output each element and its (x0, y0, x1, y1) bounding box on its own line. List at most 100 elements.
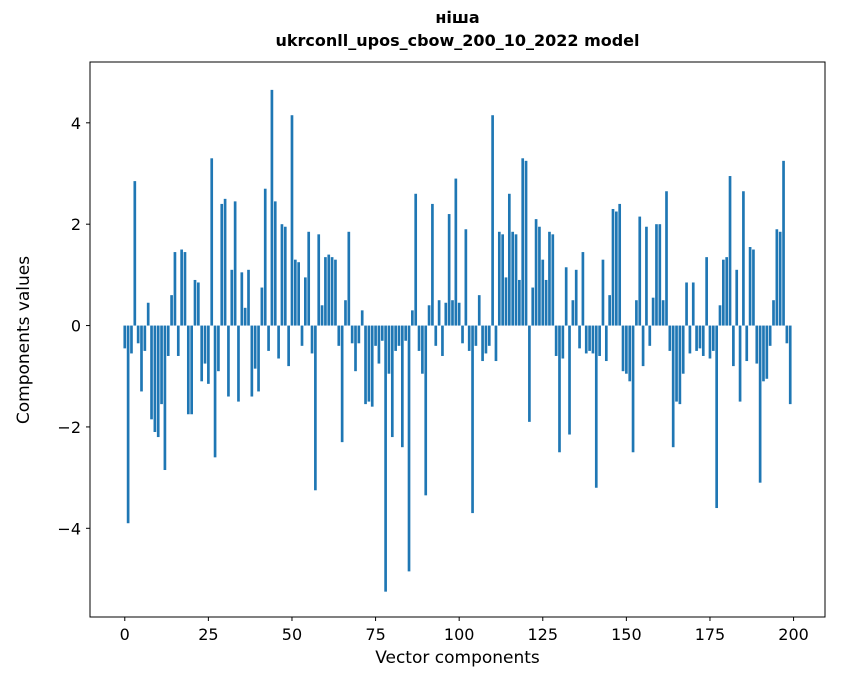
bar (484, 325, 488, 354)
bar (742, 191, 745, 326)
bar (451, 300, 454, 326)
bar (648, 325, 652, 346)
bar (237, 325, 240, 402)
bar (511, 231, 515, 326)
bar (688, 325, 692, 354)
bar (574, 269, 578, 326)
y-tick-label: −4 (57, 519, 81, 538)
bar (170, 295, 173, 326)
bar (293, 259, 297, 326)
bar (304, 277, 307, 326)
bar (518, 279, 521, 326)
bar (722, 259, 725, 326)
x-tick-label: 75 (365, 625, 385, 644)
bar (588, 325, 591, 351)
bar (471, 325, 474, 514)
bar (534, 219, 538, 326)
bar (193, 279, 197, 326)
bar (364, 325, 367, 405)
bar (501, 234, 504, 326)
bar (367, 325, 371, 402)
bar (768, 325, 772, 346)
bar (715, 325, 718, 509)
bar (143, 325, 147, 351)
bar (611, 208, 615, 326)
bar (337, 325, 341, 346)
bar (651, 297, 655, 326)
bar (538, 226, 541, 326)
bar (317, 234, 321, 326)
bar (444, 302, 448, 326)
bar (598, 325, 601, 356)
bar (464, 229, 468, 326)
bar (701, 325, 705, 356)
bar (568, 325, 571, 435)
chart-title: ніша ukrconll_upos_cbow_200_10_2022 mode… (90, 6, 825, 52)
bar (130, 325, 133, 354)
bar (307, 231, 311, 326)
bar (695, 325, 698, 351)
bar (641, 325, 645, 367)
bar (615, 211, 618, 326)
bar (327, 254, 331, 326)
bar (427, 305, 431, 326)
bar (735, 269, 739, 326)
bar (625, 325, 628, 374)
bar (243, 307, 247, 326)
bar (247, 269, 250, 326)
bar (334, 259, 337, 326)
bar (551, 234, 555, 326)
bar (638, 216, 642, 326)
bar (658, 224, 662, 326)
bar (494, 325, 498, 362)
bar (497, 231, 501, 326)
x-tick-label: 100 (444, 625, 475, 644)
bar (732, 325, 735, 367)
bar (705, 257, 708, 326)
y-tick-label: 4 (71, 114, 81, 133)
bar (681, 325, 685, 374)
bar (755, 325, 759, 364)
bar (360, 310, 364, 326)
bar (584, 325, 588, 354)
bar (481, 325, 484, 362)
bar (230, 269, 234, 326)
bar (370, 325, 374, 407)
x-tick-label: 50 (282, 625, 302, 644)
bar (454, 178, 458, 326)
bar (691, 282, 695, 326)
bar (457, 302, 461, 326)
bar (521, 158, 525, 326)
bar (782, 160, 785, 326)
y-tick-label: −2 (57, 418, 81, 437)
bar (411, 310, 414, 326)
y-tick-label: 0 (71, 317, 81, 336)
bar (421, 325, 424, 374)
bar (745, 325, 749, 362)
bar (166, 325, 170, 356)
bar (431, 203, 434, 326)
bar (153, 325, 157, 432)
bar (675, 325, 678, 402)
x-tick-label: 150 (611, 625, 642, 644)
bar (708, 325, 712, 359)
bar (223, 198, 227, 326)
x-tick-label: 0 (120, 625, 130, 644)
y-tick-label: 2 (71, 215, 81, 234)
bar (631, 325, 635, 453)
bar (347, 231, 351, 326)
bar (257, 325, 260, 392)
bar (200, 325, 204, 382)
bar (788, 325, 792, 405)
bar (544, 279, 548, 326)
bar (123, 325, 127, 349)
bar (384, 325, 387, 592)
bar (474, 325, 478, 346)
bar (487, 325, 491, 346)
bar (628, 325, 632, 382)
bar (668, 325, 672, 351)
bar (250, 325, 254, 397)
bar (434, 325, 438, 346)
bar (374, 325, 377, 346)
